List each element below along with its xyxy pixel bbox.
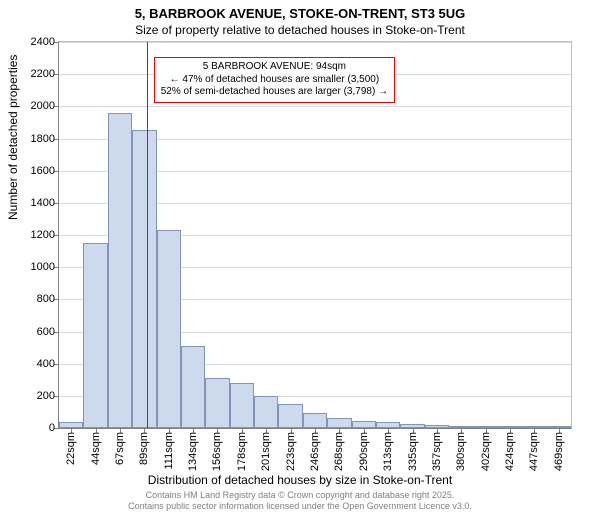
gridline bbox=[59, 42, 571, 43]
x-tick-label: 111sqm bbox=[163, 428, 175, 470]
histogram-chart: 0200400600800100012001400160018002000220… bbox=[58, 41, 572, 429]
y-tick-label: 1800 bbox=[31, 133, 59, 145]
attribution-text: Contains HM Land Registry data © Crown c… bbox=[0, 490, 600, 512]
y-tick-label: 1200 bbox=[31, 229, 59, 241]
x-tick-label: 67sqm bbox=[114, 428, 126, 465]
histogram-bar bbox=[83, 243, 107, 428]
annotation-line: 5 BARBROOK AVENUE: 94sqm bbox=[161, 61, 388, 74]
y-tick-label: 1600 bbox=[31, 165, 59, 177]
histogram-bar bbox=[352, 421, 376, 428]
annotation-box: 5 BARBROOK AVENUE: 94sqm← 47% of detache… bbox=[154, 57, 395, 103]
x-tick-label: 89sqm bbox=[138, 428, 150, 465]
y-axis-label: Number of detached properties bbox=[6, 55, 20, 220]
y-tick-label: 2000 bbox=[31, 100, 59, 112]
x-tick-label: 44sqm bbox=[90, 428, 102, 465]
x-tick-label: 313sqm bbox=[382, 428, 394, 471]
x-tick-label: 447sqm bbox=[528, 428, 540, 471]
x-tick-label: 156sqm bbox=[211, 428, 223, 471]
x-axis-label: Distribution of detached houses by size … bbox=[0, 473, 600, 487]
page-title-line1: 5, BARBROOK AVENUE, STOKE-ON-TRENT, ST3 … bbox=[0, 6, 600, 21]
histogram-bar bbox=[303, 413, 327, 428]
histogram-bar bbox=[108, 113, 132, 428]
x-tick-label: 268sqm bbox=[333, 428, 345, 471]
y-tick-label: 0 bbox=[49, 422, 59, 434]
x-tick-label: 134sqm bbox=[187, 428, 199, 471]
histogram-bar bbox=[205, 378, 229, 428]
x-tick-label: 380sqm bbox=[455, 428, 467, 471]
x-tick-label: 178sqm bbox=[236, 428, 248, 471]
histogram-bar bbox=[230, 383, 254, 428]
attribution-line1: Contains HM Land Registry data © Crown c… bbox=[0, 490, 600, 501]
histogram-bar bbox=[132, 130, 156, 428]
gridline bbox=[59, 106, 571, 107]
y-tick-label: 1000 bbox=[31, 261, 59, 273]
y-tick-label: 600 bbox=[37, 326, 59, 338]
page-title-line2: Size of property relative to detached ho… bbox=[0, 23, 600, 37]
x-tick-label: 469sqm bbox=[553, 428, 565, 471]
annotation-line: ← 47% of detached houses are smaller (3,… bbox=[161, 74, 388, 87]
x-tick-label: 424sqm bbox=[504, 428, 516, 471]
histogram-bar bbox=[327, 418, 351, 428]
y-tick-label: 400 bbox=[37, 358, 59, 370]
x-tick-label: 290sqm bbox=[358, 428, 370, 471]
histogram-bar bbox=[254, 396, 278, 428]
histogram-bar bbox=[157, 230, 181, 428]
x-tick-label: 246sqm bbox=[309, 428, 321, 471]
y-tick-label: 1400 bbox=[31, 197, 59, 209]
x-tick-label: 201sqm bbox=[260, 428, 272, 471]
attribution-line2: Contains public sector information licen… bbox=[0, 501, 600, 512]
x-tick-label: 335sqm bbox=[407, 428, 419, 471]
y-tick-label: 2400 bbox=[31, 36, 59, 48]
reference-line bbox=[147, 42, 148, 428]
annotation-line: 52% of semi-detached houses are larger (… bbox=[161, 86, 388, 99]
x-tick-label: 223sqm bbox=[285, 428, 297, 471]
histogram-bar bbox=[181, 346, 205, 428]
histogram-bar bbox=[278, 404, 302, 428]
y-tick-label: 800 bbox=[37, 293, 59, 305]
y-tick-label: 2200 bbox=[31, 68, 59, 80]
y-tick-label: 200 bbox=[37, 390, 59, 402]
x-tick-label: 357sqm bbox=[431, 428, 443, 471]
x-tick-label: 402sqm bbox=[480, 428, 492, 471]
x-tick-label: 22sqm bbox=[65, 428, 77, 465]
